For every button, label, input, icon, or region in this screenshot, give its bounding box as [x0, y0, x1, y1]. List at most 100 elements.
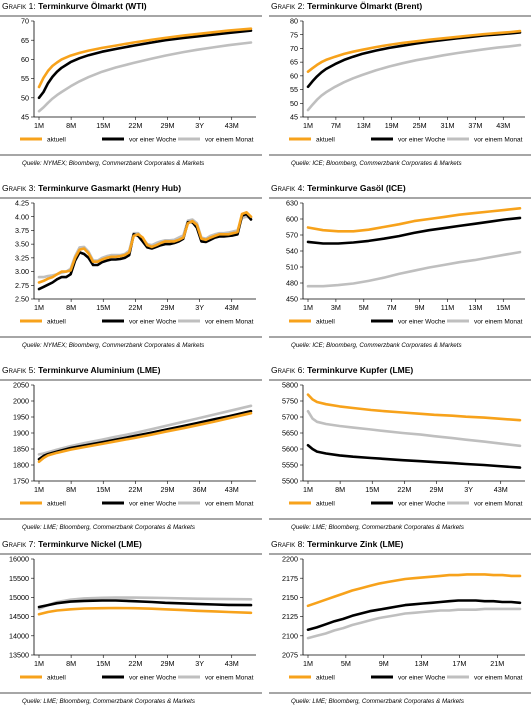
x-tick-label: 29M — [429, 485, 443, 494]
x-tick-label: 11M — [441, 303, 454, 312]
chart-source: Quelle: ICE; Bloomberg, Commerzbank Corp… — [291, 160, 462, 167]
y-tick-label: 5800 — [282, 381, 298, 390]
x-tick-label: 1M — [34, 485, 44, 494]
y-tick-label: 14000 — [9, 631, 29, 640]
chart-source: Quelle: LME; Bloomberg, Commerzbank Corp… — [22, 698, 195, 705]
source-rule — [0, 692, 262, 694]
legend-label: vor einem Monat — [205, 318, 254, 325]
y-tick-label: 4.00 — [15, 212, 29, 221]
series-line-2 — [37, 599, 253, 609]
series-line-1 — [306, 573, 522, 608]
chart-title: Grafik 8: Terminkurve Zink (LME) — [271, 539, 403, 549]
y-tick-label: 510 — [286, 263, 298, 272]
legend-label: aktuell — [316, 500, 335, 507]
y-tick-label: 5650 — [282, 429, 298, 438]
x-tick-label: 29M — [160, 121, 174, 130]
x-tick-label: 43M — [494, 485, 508, 494]
legend-label: vor einer Woche — [129, 136, 177, 143]
source-rule — [0, 336, 262, 338]
title-rule — [0, 197, 262, 199]
y-tick-label: 16000 — [9, 555, 29, 564]
x-tick-label: 17M — [452, 659, 466, 668]
x-tick-label: 13M — [415, 659, 429, 668]
y-tick-label: 2200 — [282, 555, 298, 564]
legend-label: vor einer Woche — [398, 500, 446, 507]
legend-label: aktuell — [47, 674, 66, 681]
legend-label: vor einem Monat — [474, 136, 523, 143]
series-line-2 — [306, 31, 522, 89]
x-tick-label: 29M — [160, 659, 174, 668]
y-tick-label: 5700 — [282, 413, 298, 422]
series-line-3 — [37, 596, 253, 611]
chart-svg: 45 50 55 60 65 70 1M 8M 15M 22M 29M 3Y 43M aktuell vor… — [20, 17, 256, 143]
x-tick-label: 22M — [128, 303, 142, 312]
legend-label: vor einem Monat — [474, 500, 523, 507]
chart-prefix: Grafik 5: — [2, 365, 36, 375]
x-tick-label: 43M — [225, 485, 239, 494]
series-line-3 — [306, 409, 522, 448]
legend-label: aktuell — [316, 318, 335, 325]
chart-prefix: Grafik 1: — [2, 1, 36, 11]
legend-label: vor einer Woche — [398, 136, 446, 143]
x-tick-label: 9M — [415, 303, 425, 312]
series-line-1 — [306, 393, 522, 422]
series-line-3 — [306, 607, 522, 640]
x-tick-label: 15M — [96, 303, 110, 312]
y-tick-label: 65 — [21, 36, 29, 45]
y-tick-label: 1800 — [13, 461, 29, 470]
x-tick-label: 15M — [96, 485, 110, 494]
y-tick-label: 2075 — [282, 651, 298, 660]
series-line-1 — [37, 606, 253, 616]
chart-title-text: Terminkurve Gasmarkt (Henry Hub) — [38, 183, 182, 193]
y-tick-label: 60 — [290, 71, 298, 80]
chart-title: Grafik 7: Terminkurve Nickel (LME) — [2, 539, 142, 549]
x-tick-label: 1M — [34, 121, 44, 130]
series-line-2 — [37, 212, 253, 291]
x-tick-label: 1M — [34, 659, 44, 668]
x-tick-label: 7M — [387, 303, 397, 312]
series-line-3 — [37, 404, 253, 456]
chart-source: Quelle: NYMEX; Bloomberg, Commerzbank Co… — [22, 342, 205, 349]
x-tick-label: 29M — [160, 303, 174, 312]
x-tick-label: 22M — [397, 485, 411, 494]
chart-source: Quelle: ICE; Bloomberg, Commerzbank Corp… — [291, 342, 462, 349]
y-tick-label: 5750 — [282, 397, 298, 406]
title-rule — [0, 15, 262, 17]
x-tick-label: 43M — [225, 659, 239, 668]
y-tick-label: 70 — [290, 44, 298, 53]
chart-panel: Grafik 7: Terminkurve Nickel (LME) 13500 1… — [0, 538, 262, 718]
y-tick-label: 5550 — [282, 461, 298, 470]
x-tick-label: 8M — [66, 485, 76, 494]
legend-label: aktuell — [47, 136, 66, 143]
legend-label: aktuell — [47, 318, 66, 325]
y-tick-label: 600 — [286, 215, 298, 224]
legend-label: aktuell — [316, 136, 335, 143]
chart-title: Grafik 1: Terminkurve Ölmarkt (WTI) — [2, 1, 147, 11]
y-tick-label: 1900 — [13, 429, 29, 438]
chart-svg: 450 480 510 540 570 600 630 1M 3M 5M 7M 9M 11M 13M 15M… — [286, 199, 525, 325]
y-tick-label: 480 — [286, 279, 298, 288]
x-tick-label: 15M — [496, 303, 510, 312]
y-tick-label: 2175 — [282, 574, 298, 583]
chart-title-text: Terminkurve Aluminium (LME) — [38, 365, 161, 375]
x-tick-label: 43M — [225, 303, 239, 312]
chart-title-text: Terminkurve Ölmarkt (Brent) — [307, 1, 423, 11]
x-tick-label: 8M — [66, 303, 76, 312]
y-tick-label: 55 — [21, 74, 29, 83]
series-line-2 — [306, 443, 522, 469]
chart-title-text: Terminkurve Gasöl (ICE) — [307, 183, 406, 193]
y-tick-label: 3.75 — [15, 226, 29, 235]
chart-svg: 1750 1800 1850 1900 1950 2000 2050 1M 8M 15M 22M 29… — [13, 381, 256, 507]
series-line-1 — [37, 27, 253, 89]
legend-label: vor einem Monat — [205, 500, 254, 507]
chart-source: Quelle: LME; Bloomberg, Commerzbank Corp… — [291, 698, 464, 705]
y-tick-label: 50 — [290, 99, 298, 108]
x-tick-label: 22M — [128, 659, 142, 668]
chart-panel: Grafik 1: Terminkurve Ölmarkt (WTI) 45 50 5… — [0, 0, 262, 180]
chart-title-text: Terminkurve Ölmarkt (WTI) — [38, 1, 147, 11]
y-tick-label: 65 — [290, 58, 298, 67]
x-tick-label: 29M — [160, 485, 174, 494]
y-tick-label: 45 — [21, 113, 29, 122]
y-tick-label: 2.50 — [15, 295, 29, 304]
y-tick-label: 3.50 — [15, 240, 29, 249]
